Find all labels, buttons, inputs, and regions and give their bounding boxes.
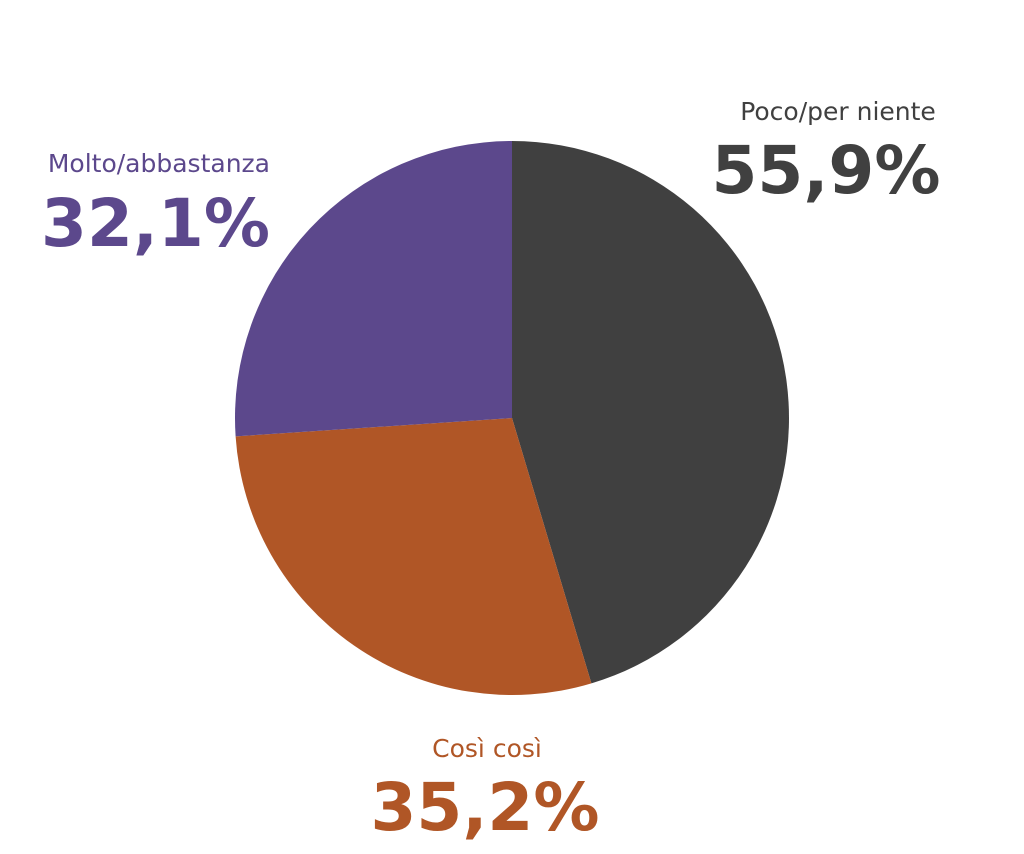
value-label: 32,1%	[41, 185, 270, 262]
value-label: 55,9%	[712, 132, 941, 209]
pie-slice	[512, 141, 789, 684]
value-label: 35,2%	[371, 769, 600, 846]
pie-slice	[235, 418, 592, 696]
category-label: Così così	[432, 734, 542, 763]
category-label: Molto/abbastanza	[48, 149, 270, 178]
category-label: Poco/per niente	[740, 97, 936, 126]
pie-slice	[235, 141, 512, 437]
